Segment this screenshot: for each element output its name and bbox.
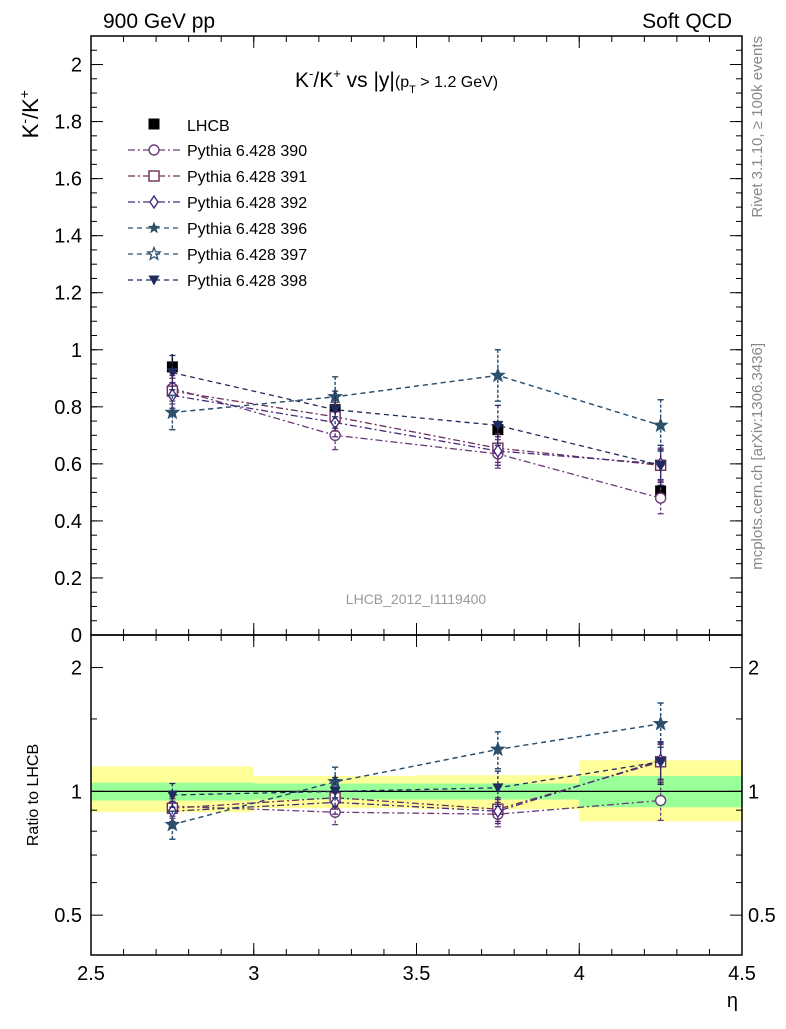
ratio-series-point	[652, 715, 669, 731]
ratio-series-point	[330, 795, 340, 810]
legend-label: Pythia 6.428 391	[187, 169, 307, 186]
ratio-series-point	[164, 816, 181, 832]
ratio-series-point	[493, 803, 503, 819]
main-series-line-3	[172, 374, 661, 427]
main-series-point	[492, 420, 504, 431]
legend-marker	[149, 194, 159, 210]
main-y-tick-label: 1	[71, 340, 82, 362]
ratio-y-tick-label-right: 2	[748, 658, 759, 680]
header-left: 900 GeV pp	[103, 10, 215, 33]
title-sup2: +	[333, 66, 341, 81]
ratio-y-tick-label-right: 0.5	[748, 905, 776, 927]
main-y-tick-label: 0.8	[54, 397, 82, 419]
ratio-y-tick-label: 2	[71, 658, 82, 680]
legend-label: Pythia 6.428 396	[187, 221, 307, 238]
title-mid: vs |y|	[341, 69, 395, 92]
main-series-line-2	[172, 394, 661, 465]
legend-label-data: LHCB	[187, 118, 230, 135]
legend-label: Pythia 6.428 392	[187, 195, 307, 212]
ratio-series-line-4	[172, 723, 661, 826]
main-series-point	[327, 388, 344, 404]
legend-label: Pythia 6.428 390	[187, 143, 307, 160]
main-ylabel-slash: /K	[18, 98, 43, 119]
legend-marker	[148, 170, 160, 182]
main-ylabel: K-/K+	[16, 90, 43, 138]
rivet-label: Rivet 3.1.10, ≥ 100k events	[749, 36, 766, 218]
main-y-tick-label: 0.2	[54, 568, 82, 590]
title-paren-close: > 1.2 GeV)	[416, 74, 498, 91]
title-k: K	[295, 69, 309, 92]
main-y-tick-label: 0.6	[54, 454, 82, 476]
main-series-point	[654, 492, 667, 504]
main-series-line-5	[172, 371, 661, 466]
title-sub: T	[409, 84, 416, 96]
main-y-tick-label: 0	[71, 625, 82, 647]
ratio-series-line-0	[172, 799, 661, 815]
x-tick-label: 4	[574, 963, 585, 985]
legend-marker	[146, 245, 162, 261]
ratio-series-point	[329, 786, 341, 797]
main-series-point	[493, 443, 503, 459]
ratio-series-point	[166, 790, 178, 801]
main-series-line-4	[172, 374, 661, 427]
legend-marker	[147, 221, 161, 234]
ratio-series-line-2	[172, 759, 661, 812]
mcplots-label: mcplots.cern.ch [arXiv:1306.3436]	[749, 343, 766, 570]
ratio-series-point	[489, 741, 506, 757]
ratio-series-point	[654, 794, 667, 807]
legend-label: Pythia 6.428 397	[187, 247, 307, 264]
x-axis-label: η	[727, 990, 738, 1012]
title-sup1: -	[309, 66, 313, 81]
main-ylabel-sup2: +	[16, 90, 32, 98]
legend-marker	[148, 275, 160, 286]
main-series-point	[489, 367, 506, 383]
legend-marker-data	[148, 118, 160, 130]
main-title: K-/K+ vs |y|(pT > 1.2 GeV)	[295, 66, 498, 96]
main-series-line-0	[172, 387, 661, 499]
main-series-point	[166, 368, 178, 379]
ratio-y-tick-label: 0.5	[54, 905, 82, 927]
legend-label: Pythia 6.428 398	[187, 273, 307, 290]
ratio-series-line-5	[172, 761, 661, 796]
main-series-point	[164, 404, 181, 420]
ratio-series-point	[655, 757, 667, 768]
main-y-tick-label: 1.6	[54, 169, 82, 191]
main-ylabel-sup1: -	[16, 119, 32, 124]
main-series-point	[655, 460, 667, 471]
title-paren-open: (p	[395, 74, 409, 91]
main-y-tick-label: 1.4	[54, 226, 82, 248]
data-point	[655, 485, 667, 497]
main-series-point	[652, 416, 669, 433]
main-ylabel-k: K	[18, 123, 43, 138]
main-series-line-1	[172, 390, 661, 466]
ratio-ylabel: Ratio to LHCB	[25, 744, 42, 846]
x-tick-label: 4.5	[728, 963, 756, 985]
analysis-watermark: LHCB_2012_I1119400	[346, 591, 487, 607]
main-y-tick-label: 1.2	[54, 283, 82, 305]
title-slash: /K	[313, 69, 333, 92]
ratio-y-tick-label-right: 1	[748, 781, 759, 803]
main-y-tick-label: 0.4	[54, 511, 82, 533]
main-y-tick-label: 1.8	[54, 112, 82, 134]
x-tick-label: 3	[248, 963, 259, 985]
x-tick-label: 3.5	[403, 963, 431, 985]
ratio-series-point	[492, 783, 504, 794]
x-tick-label: 2.5	[77, 963, 105, 985]
ratio-y-tick-label: 1	[71, 781, 82, 803]
header-right: Soft QCD	[642, 10, 732, 33]
main-series-point	[329, 405, 341, 416]
plot-layer: 2.5 3 3.5 4 4.5 η 0 0.2 0.4 0.6 0.8 1 1.2 1.4 1.6 1.8 2 0…	[54, 35, 776, 1012]
legend-marker	[148, 144, 160, 156]
ratio-series-point	[328, 775, 342, 788]
main-y-tick-label: 2	[71, 55, 82, 77]
